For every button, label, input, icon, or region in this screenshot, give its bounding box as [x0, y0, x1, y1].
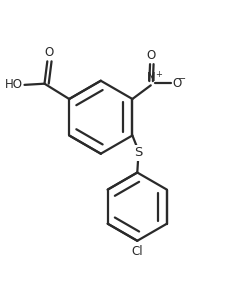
Text: O: O — [45, 46, 54, 58]
Text: S: S — [134, 146, 143, 159]
Text: Cl: Cl — [131, 246, 143, 258]
Text: +: + — [155, 70, 162, 80]
Text: HO: HO — [5, 78, 23, 91]
Text: N: N — [146, 71, 155, 84]
Text: O: O — [147, 49, 156, 62]
Text: O: O — [172, 77, 182, 90]
Text: −: − — [178, 74, 186, 84]
